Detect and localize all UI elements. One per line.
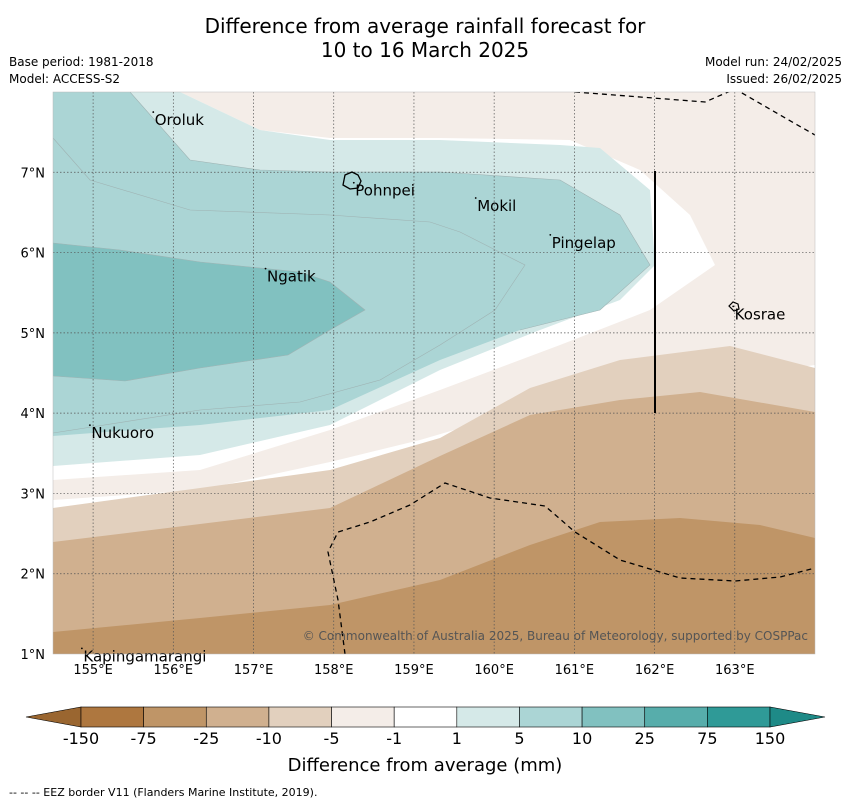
place-marker	[152, 111, 155, 113]
colorbar-swatch	[519, 706, 583, 728]
colorbar-tick-label: -75	[130, 729, 157, 748]
issued-text: Issued: 26/02/2025	[726, 72, 842, 86]
model-text: Model: ACCESS-S2	[9, 72, 121, 86]
place-nukuoro: Nukuoro	[88, 424, 154, 442]
latitude-tick-labels: 1°N 2°N 3°N 4°N 5°N 6°N 7°N	[21, 166, 46, 663]
map-frame	[52, 91, 816, 655]
place-ngatik: Ngatik	[264, 267, 316, 286]
gridlines	[53, 92, 815, 654]
pohnpei-island	[342, 171, 362, 190]
colorbar-tick-label: 1	[451, 729, 462, 748]
place-label: Nukuoro	[91, 424, 154, 442]
longitude-tick-label: 163°E	[715, 663, 755, 678]
place-marker	[80, 647, 83, 650]
place-marker	[549, 234, 552, 236]
colorbar-tick-label: 150	[754, 729, 786, 748]
latitude-tick-label: 6°N	[21, 247, 46, 262]
longitude-tick-label: 159°E	[394, 663, 434, 678]
place-marker	[474, 197, 477, 199]
colorbar-swatch	[393, 706, 458, 728]
place-label: Ngatik	[267, 268, 316, 286]
attribution-text: © Commonwealth of Australia 2025, Bureau…	[303, 629, 808, 643]
colorbar-swatch	[268, 706, 332, 728]
rainfall-contours	[53, 92, 815, 654]
colorbar-tick-label: 10	[571, 729, 593, 748]
latitude-tick-label: 2°N	[21, 568, 46, 583]
contour-band-minus75-minus25	[53, 518, 815, 654]
place-pingelap: Pingelap	[549, 234, 616, 252]
colorbar-swatch	[205, 706, 270, 728]
colorbar-swatch	[456, 706, 520, 728]
colorbar-title: Difference from average (mm)	[287, 755, 563, 776]
place-label: Kosrae	[735, 305, 786, 323]
colorbar-swatch	[644, 706, 708, 728]
place-label: Pingelap	[552, 234, 616, 252]
metadata-right: Model run: 24/02/2025 Issued: 26/02/2025	[705, 54, 842, 88]
eez-footnote: -- -- -- EEZ border V11 (Flanders Marine…	[9, 786, 318, 799]
place-label: Oroluk	[155, 111, 204, 129]
colorbar-swatch	[331, 706, 395, 728]
map-title-line-1: Difference from average rainfall forecas…	[204, 14, 646, 38]
longitude-tick-label: 156°E	[154, 663, 194, 678]
place-kapingamarangi: Kapingamarangi	[80, 647, 206, 665]
place-marker	[88, 424, 91, 427]
base-period-text: Base period: 1981-2018	[9, 55, 154, 69]
colorbar-tick-label: 25	[634, 729, 655, 748]
colorbar-tick-label: 5	[514, 729, 525, 748]
place-labels: Oroluk Pohnpei Mokil Pingelap Ngatik Kosrae Nu…	[80, 111, 785, 665]
colorbar	[25, 706, 826, 728]
latitude-tick-label: 3°N	[21, 487, 46, 502]
colorbar-tick-label: 75	[697, 729, 718, 748]
eez-border	[327, 92, 815, 654]
colorbar-tick-label: -5	[323, 729, 340, 748]
colorbar-tick-label: -150	[62, 729, 100, 748]
colorbar-swatch	[80, 706, 144, 728]
contour-band-10-25	[53, 243, 365, 381]
kosrae-island	[728, 301, 740, 312]
longitude-tick-label: 160°E	[474, 663, 514, 678]
place-mokil: Mokil	[474, 197, 516, 215]
place-kosrae: Kosrae	[732, 305, 785, 323]
colorbar-tick-label: -25	[193, 729, 220, 748]
latitude-tick-label: 1°N	[21, 648, 46, 663]
colorbar-swatch	[707, 706, 771, 728]
place-pohnpei: Pohnpei	[352, 181, 415, 200]
map-title-line-2: 10 to 16 March 2025	[320, 38, 530, 62]
colorbar-tick-label: -10	[255, 729, 282, 748]
colorbar-swatch	[143, 706, 207, 728]
colorbar-high-extend	[769, 706, 826, 728]
place-marker	[352, 181, 355, 184]
place-label: Kapingamarangi	[83, 647, 206, 665]
latitude-tick-label: 4°N	[21, 407, 46, 422]
contour-band-minus5-minus1	[53, 92, 815, 500]
latitude-tick-label: 7°N	[21, 166, 46, 181]
place-marker	[732, 305, 735, 308]
place-label: Mokil	[477, 197, 516, 215]
longitude-tick-label: 161°E	[555, 663, 595, 678]
place-label: Pohnpei	[355, 182, 415, 200]
longitude-tick-label: 162°E	[635, 663, 675, 678]
longitude-tick-label: 158°E	[314, 663, 354, 678]
longitude-tick-label: 157°E	[234, 663, 274, 678]
longitude-tick-labels: 155°E 156°E 157°E 158°E 159°E 160°E 161°E 162°E…	[73, 663, 754, 678]
colorbar-tick-label: -1	[386, 729, 403, 748]
longitude-tick-label: 155°E	[73, 663, 113, 678]
place-oroluk: Oroluk	[152, 111, 204, 129]
colorbar-swatch	[581, 706, 646, 728]
metadata-left: Base period: 1981-2018 Model: ACCESS-S2	[9, 54, 154, 88]
latitude-tick-label: 5°N	[21, 327, 46, 342]
place-marker	[264, 267, 267, 270]
model-run-text: Model run: 24/02/2025	[704, 55, 842, 69]
colorbar-low-extend	[25, 706, 82, 728]
